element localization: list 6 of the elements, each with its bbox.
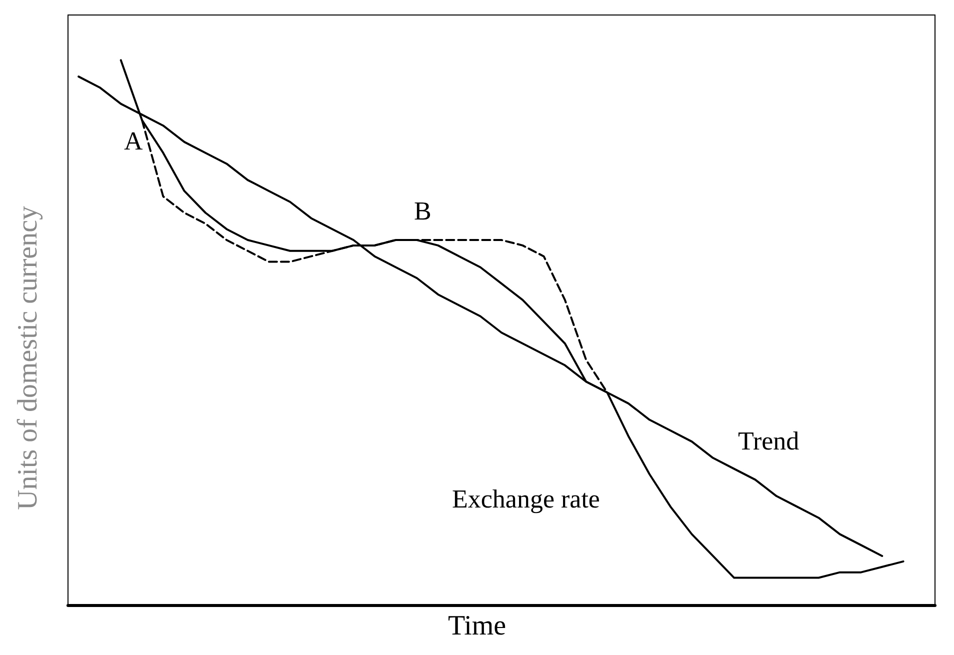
annotation: A [124, 126, 143, 156]
y-axis-title: Units of domestic currency [12, 206, 44, 510]
series-label: Exchange rate [452, 484, 600, 514]
x-axis-title: Time [448, 610, 506, 642]
annotation: B [414, 196, 432, 226]
series-label: Trend [738, 426, 800, 456]
